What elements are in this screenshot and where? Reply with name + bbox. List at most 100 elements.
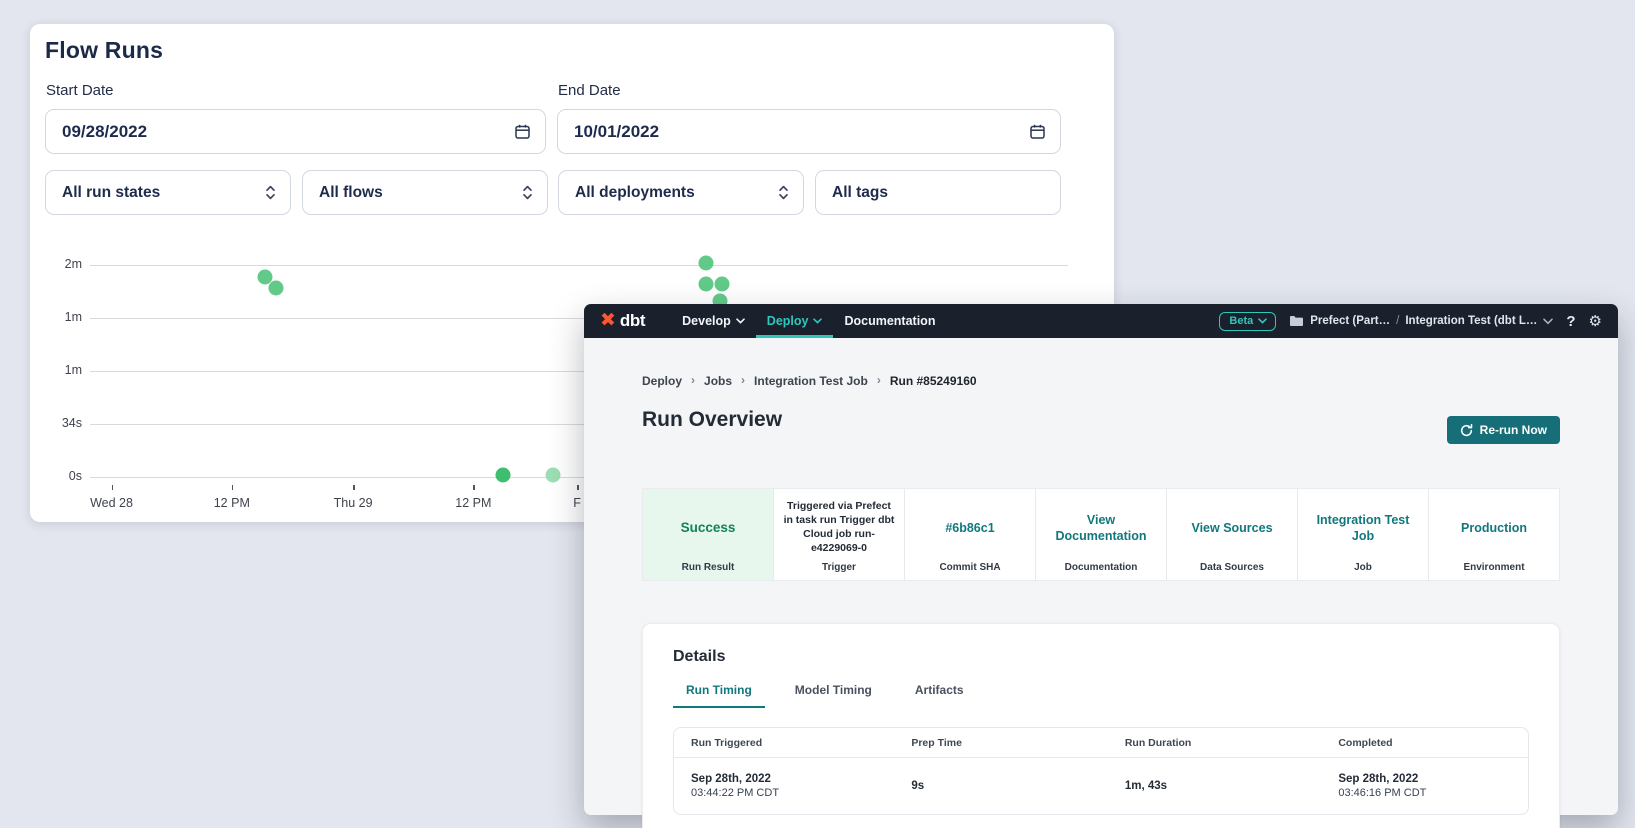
- rerun-now-label: Re-run Now: [1479, 423, 1547, 437]
- flow-runs-window: Flow Runs Start Date End Date All run st…: [30, 24, 1114, 522]
- chevron-down-icon: [1258, 317, 1268, 324]
- end-date-input[interactable]: [574, 121, 1029, 142]
- card-documentation[interactable]: View Documentation Documentation: [1036, 489, 1167, 580]
- dbt-logo[interactable]: ✖ dbt: [600, 304, 646, 338]
- table-cell: Sep 28th, 2022 03:44:22 PM CDT: [674, 758, 894, 814]
- y-tick-label: 1m: [64, 310, 82, 324]
- card-value[interactable]: Production: [1461, 520, 1527, 535]
- table-cell-line2: 03:44:22 PM CDT: [691, 787, 780, 799]
- gear-icon[interactable]: ⚙: [1588, 313, 1602, 330]
- card-run-result: Success Run Result: [643, 489, 774, 580]
- breadcrumb-item: Run #85249160: [889, 374, 977, 388]
- gridline: [90, 424, 1068, 425]
- table-header-cell: Completed: [1338, 736, 1393, 749]
- beta-label: Beta: [1229, 314, 1254, 327]
- flow-run-point[interactable]: [698, 276, 714, 292]
- x-tick-label: Thu 29: [333, 496, 373, 510]
- page-title: Run Overview: [642, 408, 783, 431]
- table-header-cell: Run Duration: [1124, 736, 1192, 749]
- dbt-window: ✖ dbt Develop Deploy Documentation Beta Pr…: [584, 304, 1618, 828]
- card-value[interactable]: #6b86c1: [945, 520, 995, 535]
- x-tick-label: 12 PM: [455, 496, 492, 510]
- nav-item-label: Documentation: [844, 314, 936, 328]
- y-tick-label: 1m: [64, 363, 82, 377]
- nav-develop[interactable]: Develop: [671, 304, 756, 338]
- breadcrumb-item[interactable]: Deploy: [642, 374, 683, 388]
- card-environment[interactable]: Production Environment: [1429, 489, 1559, 580]
- dbt-logo-icon: ✖: [600, 309, 616, 331]
- table-cell: 9s: [894, 758, 1108, 814]
- x-tick-mark: [111, 485, 114, 490]
- card-job[interactable]: Integration Test Job Job: [1298, 489, 1429, 580]
- card-caption: Data Sources: [1200, 562, 1264, 573]
- dbt-logo-text: dbt: [619, 311, 646, 330]
- nav-documentation[interactable]: Documentation: [833, 304, 946, 338]
- table-header-row: Run Triggered Prep Time Run Duration Comple…: [674, 728, 1528, 758]
- calendar-icon[interactable]: [1029, 123, 1046, 140]
- details-tabs: Run Timing Model Timing Artifacts: [673, 683, 1529, 708]
- flow-run-point[interactable]: [495, 467, 511, 483]
- x-tick-mark: [577, 485, 579, 490]
- dbt-body: Deploy › Jobs › Integration Test Job › Run #85…: [584, 338, 1618, 828]
- card-caption: Environment: [1463, 562, 1525, 573]
- run-summary-cards: Success Run Result Triggered via Prefect i…: [642, 488, 1560, 581]
- card-caption: Commit SHA: [939, 562, 1001, 573]
- breadcrumb-item[interactable]: Integration Test Job: [754, 374, 868, 388]
- breadcrumb-item[interactable]: Jobs: [704, 374, 733, 388]
- updown-chevron-icon: [265, 184, 276, 201]
- card-data-sources[interactable]: View Sources Data Sources: [1167, 489, 1298, 580]
- flow-run-point[interactable]: [698, 255, 714, 271]
- x-tick-mark: [353, 485, 355, 490]
- card-caption: Trigger: [822, 562, 856, 573]
- gridline: [90, 371, 1068, 372]
- calendar-icon[interactable]: [514, 123, 531, 140]
- flow-run-point[interactable]: [714, 276, 730, 292]
- project-name[interactable]: Integration Test (dbt L…: [1405, 315, 1538, 327]
- filter-all-tags[interactable]: All tags: [815, 170, 1061, 215]
- filter-all-flows[interactable]: All flows: [302, 170, 548, 215]
- breadcrumb: Deploy › Jobs › Integration Test Job › Run #85…: [642, 373, 977, 388]
- account-project-breadcrumb[interactable]: Prefect (Part… / Integration Test (dbt L…: [1289, 315, 1554, 327]
- flow-run-point[interactable]: [257, 269, 273, 285]
- flow-run-point[interactable]: [545, 467, 561, 483]
- filter-selected-value: All run states: [62, 183, 161, 201]
- chart-y-axis: 2m 1m 1m 34s 0s: [30, 257, 82, 483]
- filter-all-run-states[interactable]: All run states: [45, 170, 291, 215]
- card-value: Triggered via Prefect in task run Trigge…: [783, 500, 895, 554]
- card-caption: Run Result: [681, 562, 735, 573]
- help-icon[interactable]: ?: [1566, 312, 1576, 330]
- card-value: Success: [680, 520, 736, 536]
- nav-deploy[interactable]: Deploy: [755, 304, 834, 338]
- start-date-field[interactable]: [45, 109, 546, 154]
- filter-selected-value: All deployments: [575, 183, 695, 201]
- x-tick-label: F: [573, 496, 581, 510]
- gridline: [90, 318, 1068, 319]
- filter-all-deployments[interactable]: All deployments: [558, 170, 804, 215]
- run-timing-table: Run Triggered Prep Time Run Duration Comple…: [673, 727, 1529, 815]
- card-value[interactable]: View Documentation: [1055, 512, 1147, 544]
- end-date-field[interactable]: [557, 109, 1061, 154]
- card-commit-sha[interactable]: #6b86c1 Commit SHA: [905, 489, 1036, 580]
- breadcrumb-chevron-icon: ›: [691, 373, 696, 387]
- tab-artifacts[interactable]: Artifacts: [914, 683, 964, 697]
- chevron-down-icon: [1543, 318, 1554, 324]
- table-cell-line1: 9s: [911, 780, 925, 792]
- flow-runs-scatter-chart: [90, 255, 1068, 483]
- card-caption: Job: [1354, 562, 1372, 573]
- start-date-input[interactable]: [62, 121, 514, 142]
- filter-selected-value: All flows: [319, 183, 383, 201]
- tab-run-timing[interactable]: Run Timing: [673, 683, 765, 708]
- card-value[interactable]: View Sources: [1191, 520, 1273, 535]
- card-caption: Documentation: [1064, 562, 1138, 573]
- start-date-label: Start Date: [46, 82, 114, 99]
- account-name[interactable]: Prefect (Part…: [1310, 315, 1391, 327]
- y-tick-label: 0s: [68, 469, 82, 483]
- rerun-now-button[interactable]: Re-run Now: [1446, 416, 1560, 444]
- card-value[interactable]: Integration Test Job: [1316, 512, 1410, 544]
- chevron-down-icon: [735, 318, 745, 324]
- breadcrumb-separator: /: [1396, 315, 1400, 327]
- beta-dropdown[interactable]: Beta: [1219, 311, 1277, 331]
- flow-run-point[interactable]: [268, 280, 284, 296]
- tab-model-timing[interactable]: Model Timing: [794, 683, 872, 697]
- end-date-label: End Date: [558, 82, 621, 99]
